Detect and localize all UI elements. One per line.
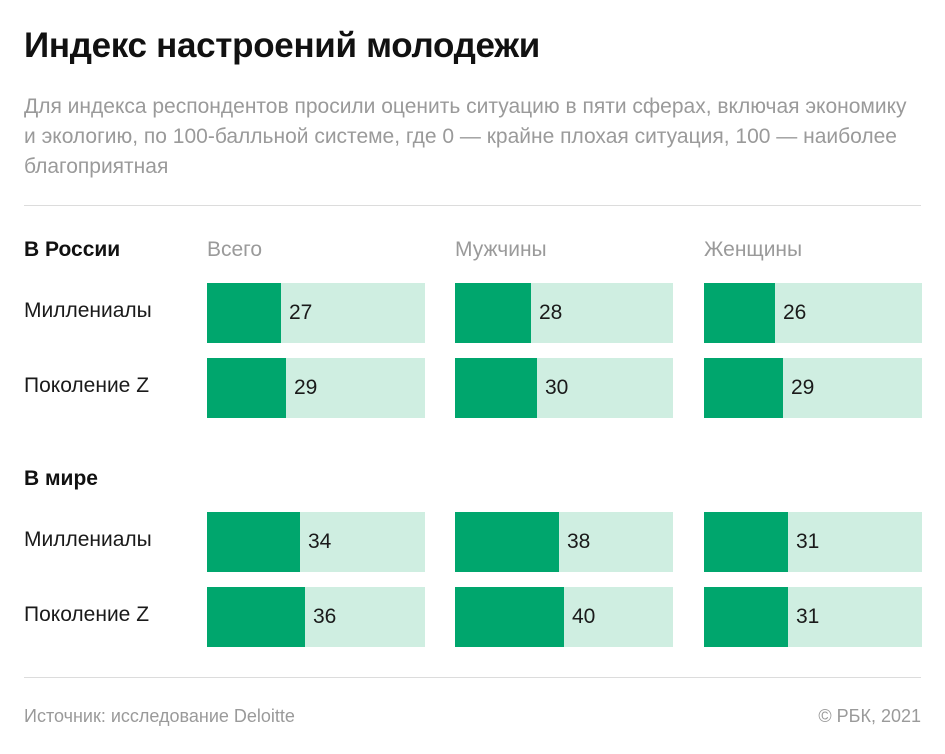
bar-track: 29 — [704, 358, 922, 418]
row-label: Миллениалы — [24, 528, 152, 551]
bar-track: 40 — [455, 587, 673, 647]
row-label: Миллениалы — [24, 299, 152, 322]
bar-track: 29 — [207, 358, 425, 418]
bar-value-label: 36 — [313, 605, 337, 628]
bar-value-label: 31 — [796, 605, 820, 628]
bar-value-label: 27 — [289, 301, 313, 324]
column-header: Всего — [207, 238, 263, 261]
bar — [455, 358, 537, 418]
row-label: Поколение Z — [24, 374, 150, 397]
source-note: Источник: исследование Deloitte — [24, 706, 295, 726]
bar — [455, 512, 559, 572]
top-divider — [24, 205, 921, 206]
bar-value-label: 28 — [539, 301, 563, 324]
bar-value-label: 40 — [572, 605, 596, 628]
bottom-divider — [24, 677, 921, 678]
bar — [207, 512, 300, 572]
bar-value-label: 38 — [567, 530, 591, 553]
row-label: Поколение Z — [24, 603, 150, 626]
bar-value-label: 29 — [791, 376, 815, 399]
bar — [207, 587, 305, 647]
section-label: В мире — [24, 467, 98, 490]
column-header: Женщины — [704, 238, 803, 261]
bar-value-label: 29 — [294, 376, 318, 399]
copyright-note: © РБК, 2021 — [818, 706, 921, 726]
bar — [207, 283, 281, 343]
bar — [207, 358, 286, 418]
bar-track: 36 — [207, 587, 425, 647]
bar — [455, 283, 531, 343]
bar — [704, 587, 788, 647]
chart-title: Индекс настроений молодежи — [24, 26, 540, 65]
section-label: В России — [24, 238, 121, 261]
bar-track: 27 — [207, 283, 425, 343]
bar-track: 30 — [455, 358, 673, 418]
bar — [704, 358, 783, 418]
bar-value-label: 30 — [545, 376, 569, 399]
bar-track: 31 — [704, 587, 922, 647]
bar-track: 31 — [704, 512, 922, 572]
bar-track: 28 — [455, 283, 673, 343]
bar — [455, 587, 564, 647]
chart-subtitle: Для индекса респондентов просили оценить… — [24, 95, 907, 178]
column-header: Мужчины — [455, 238, 547, 261]
bar-value-label: 26 — [783, 301, 807, 324]
bar-value-label: 34 — [308, 530, 332, 553]
bar-track: 34 — [207, 512, 425, 572]
bar — [704, 283, 775, 343]
bar — [704, 512, 788, 572]
bar-value-label: 31 — [796, 530, 820, 553]
bar-track: 38 — [455, 512, 673, 572]
bar-track: 26 — [704, 283, 922, 343]
